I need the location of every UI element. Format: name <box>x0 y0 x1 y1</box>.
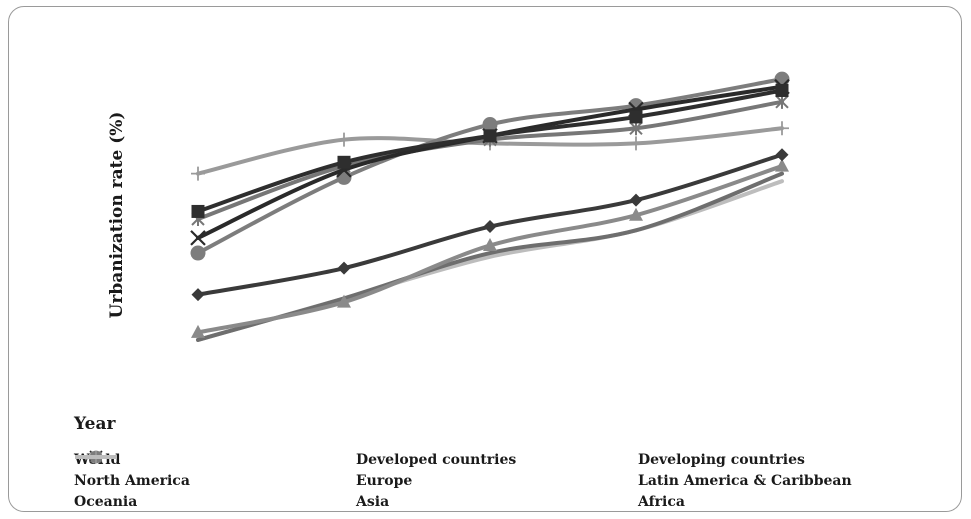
legend-label: Europe <box>356 472 413 489</box>
data-point-europe-5 <box>775 94 789 109</box>
series-world <box>191 148 789 302</box>
data-point-developed-countries-3 <box>483 129 497 143</box>
series-developing-countries <box>191 158 789 338</box>
data-point-developing-countries-4 <box>629 207 643 221</box>
y-axis-label: Urbanization rate (%) <box>107 112 127 319</box>
legend-item-developed-countries: Developed countries <box>75 450 638 469</box>
data-point-world-3 <box>483 220 497 234</box>
series-developed-countries <box>191 83 789 218</box>
data-point-developed-countries-2 <box>337 155 351 169</box>
legend-label: Africa <box>638 493 685 510</box>
legend-item-north-america: North America <box>74 450 356 490</box>
data-point-developed-countries-1 <box>191 204 205 218</box>
legend-item-africa: Africa <box>75 455 920 511</box>
data-point-developing-countries-3 <box>483 237 497 251</box>
legend-label: Developing countries <box>638 451 805 468</box>
data-point-world-4 <box>629 193 643 207</box>
legend-label: Oceania <box>74 493 138 510</box>
data-point-oceania-1 <box>191 166 205 181</box>
data-point-oceania-2 <box>337 132 351 147</box>
legend-label: Developed countries <box>356 451 517 468</box>
data-point-developing-countries-2 <box>337 294 351 308</box>
legend-label: North America <box>74 472 190 489</box>
data-point-europe-4 <box>629 121 643 136</box>
data-point-oceania-5 <box>775 121 789 136</box>
legend-label: Asia <box>356 493 390 510</box>
legend-item-europe: Europe <box>75 451 638 490</box>
data-point-latin-america-caribbean-1 <box>190 245 206 261</box>
data-point-developing-countries-5 <box>775 158 789 172</box>
data-point-world-1 <box>191 288 205 302</box>
legend-label: Latin America & Caribbean <box>638 472 852 489</box>
legend-item-latin-america-caribbean: Latin America & Caribbean <box>75 450 920 490</box>
data-point-world-2 <box>337 261 351 275</box>
series-layer <box>190 71 790 342</box>
legend-item-asia: Asia <box>75 455 638 511</box>
legend-item-developing-countries: Developing countries <box>75 450 920 469</box>
data-point-latin-america-caribbean-3 <box>482 117 498 132</box>
legend-item-oceania: Oceania <box>74 451 356 511</box>
data-point-world-5 <box>775 148 789 162</box>
data-point-developed-countries-4 <box>629 110 643 124</box>
data-point-developing-countries-1 <box>191 324 205 338</box>
data-point-developed-countries-5 <box>775 83 789 97</box>
series-line-north-america <box>196 84 784 240</box>
legend-swatch-africa <box>75 455 117 459</box>
x-axis-label: Year <box>74 414 116 434</box>
data-point-oceania-4 <box>629 136 643 151</box>
data-point-north-america-1 <box>190 230 206 246</box>
